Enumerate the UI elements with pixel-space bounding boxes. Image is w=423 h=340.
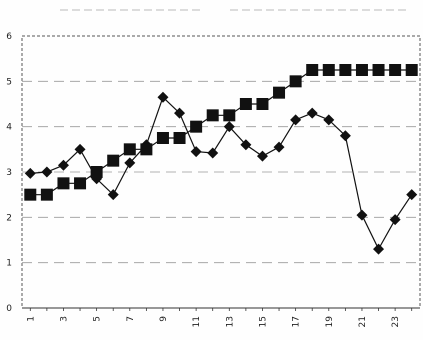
diamond-point xyxy=(373,243,385,255)
diamond-point xyxy=(256,150,268,162)
diamond-point xyxy=(323,114,335,126)
x-tick-label: 3 xyxy=(59,316,69,322)
square-point xyxy=(190,120,203,133)
diamond-point xyxy=(190,146,202,158)
square-point xyxy=(256,98,269,110)
diamond-point xyxy=(207,147,219,159)
square-point xyxy=(355,64,368,76)
diamond-point xyxy=(339,130,351,142)
diamond-point xyxy=(107,189,119,201)
square-point xyxy=(239,98,252,110)
series-line-square xyxy=(30,69,412,196)
square-point xyxy=(57,177,70,190)
grid-lines xyxy=(21,35,421,309)
series-diamond xyxy=(24,91,418,255)
x-tick-label: 7 xyxy=(126,316,136,322)
square-point xyxy=(306,64,319,76)
square-point xyxy=(389,64,402,76)
diamond-point xyxy=(41,166,53,178)
x-tick-label: 17 xyxy=(292,316,302,327)
diamond-point xyxy=(57,159,69,171)
x-tick-label: 9 xyxy=(159,316,169,322)
diamond-point xyxy=(240,139,252,151)
square-point xyxy=(322,64,335,76)
diamond-point xyxy=(24,167,36,179)
square-point xyxy=(40,188,53,201)
square-point xyxy=(156,132,169,144)
x-tick-label: 5 xyxy=(93,316,103,322)
x-tick-label: 11 xyxy=(192,316,202,327)
square-point xyxy=(107,154,120,167)
square-point xyxy=(123,143,136,156)
y-tick-label: 5 xyxy=(6,77,12,87)
square-point xyxy=(339,64,352,76)
diamond-point xyxy=(223,121,235,133)
diamond-point xyxy=(124,157,136,169)
series-square xyxy=(24,64,418,201)
x-tick-label: 13 xyxy=(225,316,235,327)
diamond-point xyxy=(74,143,86,155)
square-point xyxy=(74,177,87,190)
diamond-point xyxy=(290,114,302,126)
y-tick-label: 2 xyxy=(6,213,12,223)
diamond-point xyxy=(406,189,418,201)
series-group xyxy=(24,64,418,255)
diamond-point xyxy=(174,107,186,119)
x-tick-label: 15 xyxy=(258,316,268,327)
diamond-point xyxy=(306,107,318,119)
square-point xyxy=(405,64,418,76)
x-tick-label: 19 xyxy=(325,316,335,328)
y-tick-label: 1 xyxy=(6,259,12,269)
square-point xyxy=(273,86,286,99)
diamond-point xyxy=(157,91,169,103)
y-tick-label: 0 xyxy=(6,304,12,314)
diamond-point xyxy=(356,209,368,221)
diamond-point xyxy=(273,141,285,153)
square-point xyxy=(140,143,153,156)
square-point xyxy=(289,75,302,88)
square-point xyxy=(206,109,219,122)
square-point xyxy=(90,166,103,178)
square-point xyxy=(24,188,37,201)
square-point xyxy=(173,132,186,144)
x-tick-label: 23 xyxy=(391,316,401,327)
y-tick-label: 3 xyxy=(6,168,12,178)
series-line-diamond xyxy=(30,96,413,251)
diamond-point xyxy=(389,214,401,226)
x-tick-label: 21 xyxy=(358,316,368,327)
x-tick-label: 1 xyxy=(26,316,36,322)
square-point xyxy=(223,109,236,122)
y-tick-label: 4 xyxy=(6,123,12,133)
square-point xyxy=(372,64,385,76)
y-tick-label: 6 xyxy=(6,32,12,42)
